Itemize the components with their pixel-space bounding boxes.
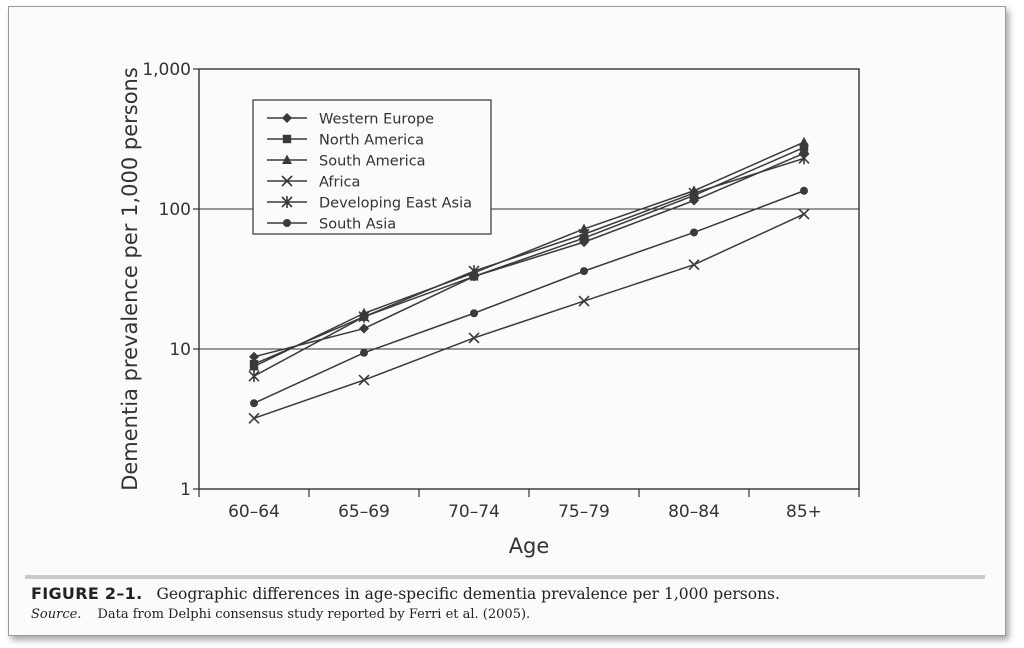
series (248, 152, 810, 383)
data-point (282, 134, 292, 144)
y-tick-label: 10 (169, 340, 191, 360)
data-point (580, 267, 588, 276)
figure-page: 1 10 100 1,000 60–64 65–69 70–74 75–79 80–84 85+… (8, 6, 1006, 636)
series (248, 208, 810, 424)
data-point (799, 136, 809, 147)
data-point (249, 351, 259, 362)
figure-caption-text: Geographic differences in age-specific d… (156, 585, 780, 603)
data-point (470, 309, 478, 318)
data-point (578, 295, 590, 307)
figure-label: FIGURE 2–1. (31, 584, 143, 603)
legend-item: Africa (267, 175, 360, 191)
data-point (798, 208, 810, 220)
series (250, 186, 808, 408)
legend-box (252, 99, 492, 235)
data-point (282, 113, 292, 123)
legend-item: South America (267, 154, 426, 170)
caption-rule (25, 575, 985, 579)
x-axis-label: Age (509, 534, 550, 558)
series-line (253, 190, 805, 404)
legend-item: Developing East Asia (267, 196, 472, 212)
data-point (282, 154, 292, 164)
series-line (253, 152, 805, 358)
x-tick-label: 80–84 (668, 502, 720, 522)
data-point (281, 196, 293, 208)
data-point (578, 228, 590, 241)
x-tick-label: 60–64 (228, 502, 280, 522)
data-point (248, 370, 260, 383)
series-line (253, 213, 805, 419)
data-point (358, 310, 370, 323)
x-tick-label: 70–74 (448, 502, 500, 522)
y-axis: 1 10 100 1,000 (142, 60, 199, 500)
y-tick-label: 100 (159, 200, 191, 220)
data-point (283, 219, 291, 227)
series-layer (248, 136, 810, 424)
x-tick-label: 75–79 (558, 502, 610, 522)
data-point (688, 187, 700, 200)
data-point (688, 259, 700, 271)
legend-item: South Asia (267, 217, 396, 233)
data-point (799, 143, 809, 152)
legend-label: South America (319, 154, 426, 170)
data-point (250, 399, 258, 408)
data-point (690, 228, 698, 237)
source-label: Source. (31, 607, 82, 622)
legend-item: North America (267, 133, 424, 149)
data-point (248, 412, 260, 424)
legend-label: Western Europe (319, 112, 434, 128)
series-line (253, 141, 805, 368)
y-tick-label: 1,000 (142, 60, 191, 80)
legend-label: Developing East Asia (319, 196, 472, 212)
legend-label: North America (319, 133, 424, 149)
legend-item: Western Europe (267, 112, 434, 128)
data-point (281, 175, 293, 187)
source-text: Data from Delphi consensus study reporte… (97, 607, 531, 622)
x-axis: 60–64 65–69 70–74 75–79 80–84 85+ (198, 489, 860, 522)
x-tick-label: 85+ (786, 502, 822, 522)
legend: Western Europe North America South America… (252, 99, 492, 235)
figure-source: Source. Data from Delphi consensus study … (31, 607, 991, 622)
data-point (468, 332, 480, 344)
data-point (358, 374, 370, 386)
data-point (798, 152, 810, 165)
legend-label: Africa (319, 175, 360, 191)
data-point (468, 265, 480, 278)
data-point (360, 348, 368, 357)
data-point (249, 360, 259, 371)
data-point (579, 223, 589, 233)
figure-caption: FIGURE 2–1. Geographic differences in age… (31, 584, 991, 603)
line-chart: 1 10 100 1,000 60–64 65–69 70–74 75–79 80–84 85+… (118, 60, 860, 558)
y-tick-label: 1 (180, 480, 191, 500)
y-axis-label: Dementia prevalence per 1,000 persons (118, 67, 142, 491)
legend-label: South Asia (319, 217, 396, 233)
x-tick-label: 65–69 (338, 502, 390, 522)
series-line (253, 157, 805, 377)
data-point (800, 186, 808, 195)
data-point (359, 323, 369, 334)
